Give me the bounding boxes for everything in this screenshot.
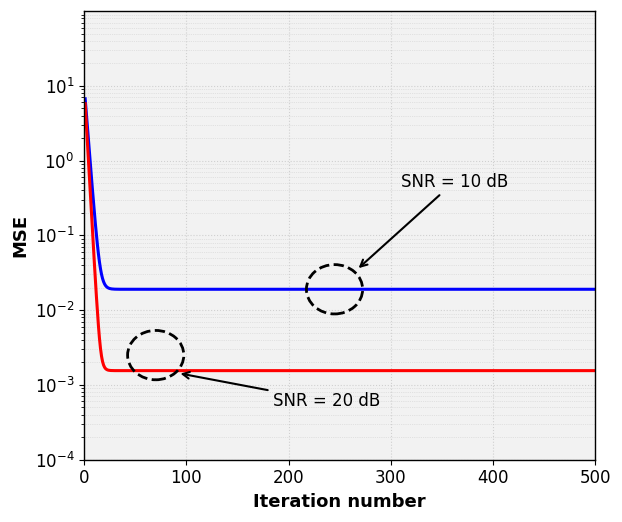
- X-axis label: Iteration number: Iteration number: [253, 493, 426, 511]
- Text: SNR = 10 dB: SNR = 10 dB: [360, 173, 508, 267]
- Y-axis label: MSE: MSE: [11, 214, 29, 257]
- Text: SNR = 20 dB: SNR = 20 dB: [183, 372, 381, 410]
